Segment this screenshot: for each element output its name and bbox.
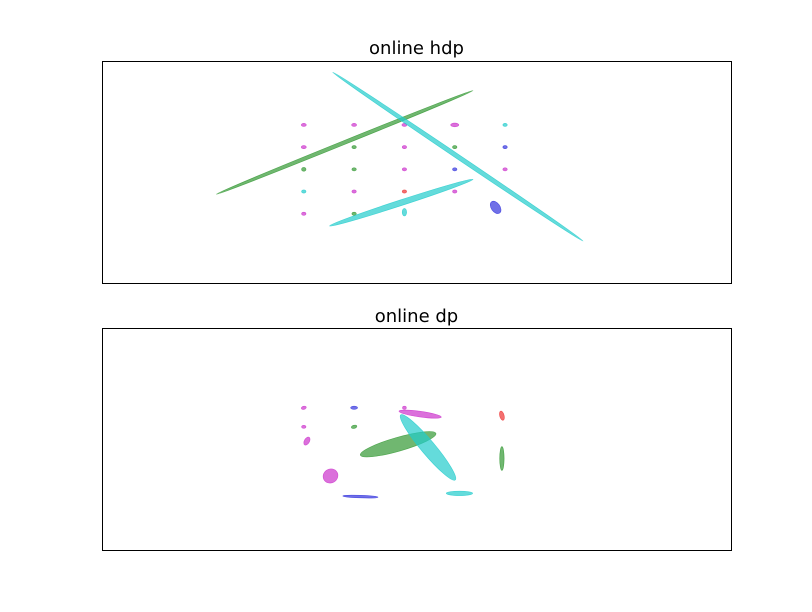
- ellipse-green: [351, 167, 357, 172]
- ellipse-cyan: [401, 208, 407, 217]
- ellipse-blue: [350, 405, 358, 410]
- ellipse-magenta: [401, 167, 407, 172]
- panel-title: online hdp: [369, 38, 464, 59]
- ellipse-red: [401, 189, 407, 194]
- ellipse-magenta: [322, 468, 339, 484]
- ellipse-blue: [452, 167, 458, 172]
- ellipse-green: [351, 424, 358, 429]
- panel-title: online dp: [375, 306, 458, 327]
- ellipse-cyan: [329, 178, 474, 227]
- axes-frame: [102, 61, 732, 284]
- ellipse-blue: [489, 200, 502, 214]
- ellipse-magenta: [300, 145, 307, 149]
- panel-online-dp: online dp: [102, 306, 732, 551]
- panel-online-hdp: online hdp: [102, 38, 732, 284]
- ellipse-green: [301, 167, 307, 172]
- ellipse-cyan: [301, 189, 307, 194]
- ellipse-magenta: [301, 424, 307, 429]
- ellipse-green: [351, 145, 357, 149]
- ellipse-magenta: [502, 167, 508, 172]
- ellipse-green: [452, 145, 458, 149]
- ellipse-magenta: [300, 123, 307, 127]
- ellipse-marks: [301, 405, 505, 499]
- ellipse-green: [216, 90, 474, 195]
- ellipse-magenta: [351, 123, 357, 127]
- axes-frame: [102, 328, 732, 551]
- ellipse-blue: [502, 145, 508, 149]
- ellipse-magenta: [351, 189, 357, 194]
- ellipse-magenta: [402, 405, 407, 410]
- ellipse-red: [499, 410, 505, 421]
- ellipse-marks: [216, 71, 584, 242]
- ellipse-magenta: [301, 211, 307, 216]
- ellipse-magenta: [303, 436, 311, 446]
- ellipse-magenta: [450, 122, 460, 128]
- ellipse-magenta: [398, 409, 442, 419]
- ellipse-magenta: [301, 405, 307, 410]
- ellipse-blue: [342, 494, 379, 499]
- ellipse-cyan: [502, 123, 508, 127]
- ellipse-magenta: [452, 189, 458, 194]
- ellipse-cyan: [445, 490, 473, 496]
- ellipse-magenta: [401, 145, 407, 149]
- ellipse-cyan: [332, 71, 584, 242]
- ellipse-green: [499, 446, 505, 471]
- ellipse-cyan: [399, 414, 457, 481]
